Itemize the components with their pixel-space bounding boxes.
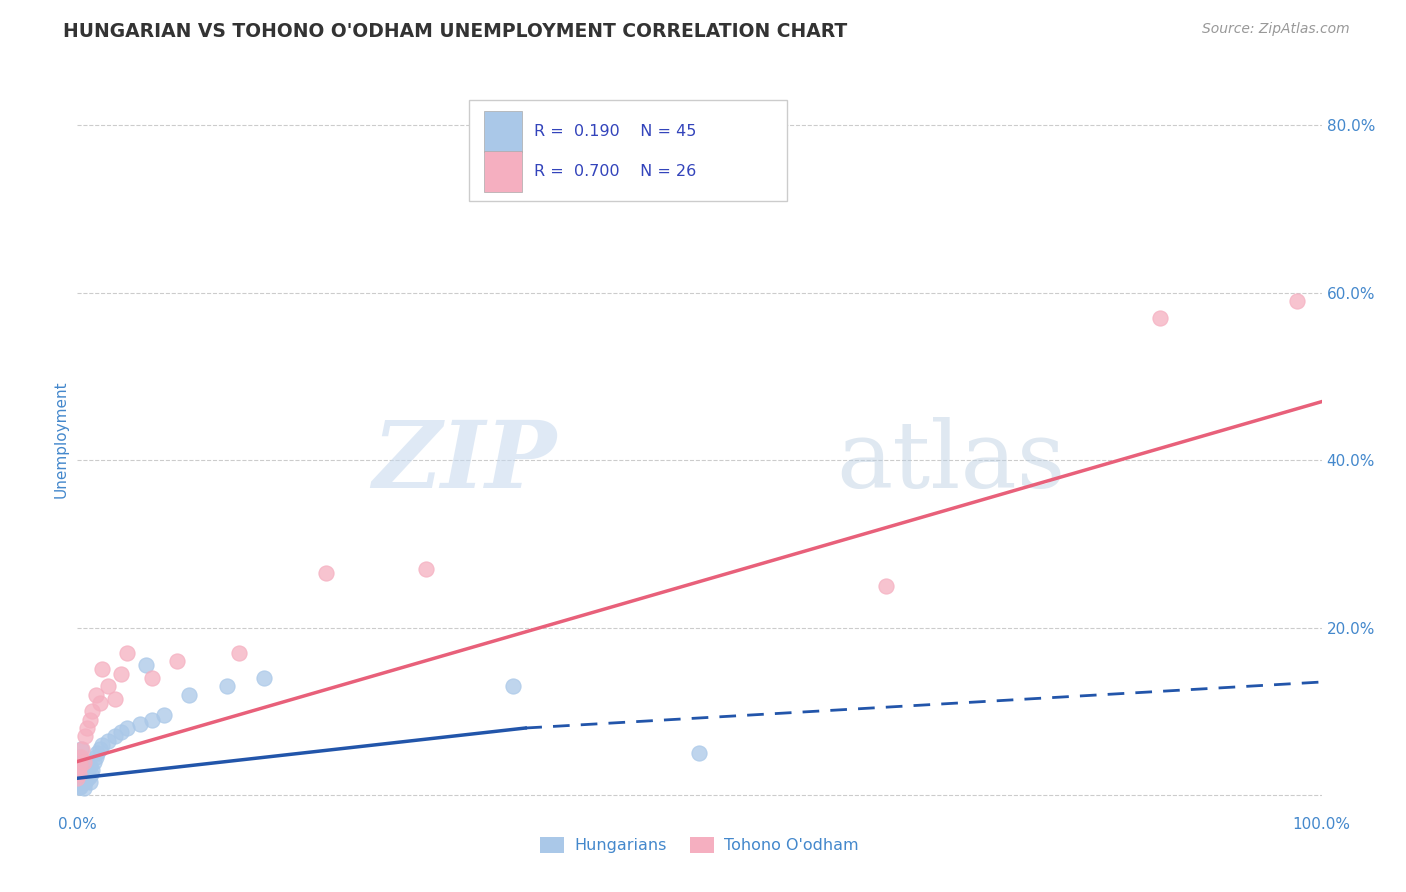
Point — [215, 679, 238, 693]
Point — [1149, 310, 1171, 325]
Point — [80, 767, 103, 781]
Point — [72, 742, 94, 756]
Text: atlas: atlas — [837, 417, 1066, 507]
Point — [72, 755, 94, 769]
Point — [69, 767, 91, 781]
Point — [76, 767, 98, 781]
Point — [69, 755, 91, 769]
Point — [84, 688, 107, 702]
Point — [73, 730, 96, 744]
Point — [97, 679, 120, 693]
Point — [89, 742, 111, 756]
Text: R =  0.190    N = 45: R = 0.190 N = 45 — [534, 124, 696, 139]
Point — [75, 772, 97, 787]
Point — [91, 738, 114, 752]
Point — [166, 654, 188, 668]
Point — [82, 763, 104, 777]
Point — [72, 781, 94, 796]
Point — [141, 671, 163, 685]
Point — [84, 750, 107, 764]
Point — [179, 688, 201, 702]
Point — [75, 763, 97, 777]
Point — [875, 579, 897, 593]
Point — [66, 771, 89, 785]
Point — [228, 646, 250, 660]
Point — [79, 775, 101, 789]
Point — [689, 746, 711, 760]
Point — [104, 730, 127, 744]
Text: R =  0.700    N = 26: R = 0.700 N = 26 — [534, 163, 696, 178]
Point — [1285, 294, 1308, 309]
Point — [141, 713, 163, 727]
Point — [110, 725, 132, 739]
Point — [315, 566, 337, 581]
Point — [86, 746, 108, 760]
Point — [72, 755, 94, 769]
Point — [73, 775, 96, 789]
Point — [72, 758, 94, 772]
Point — [97, 733, 120, 747]
Point — [153, 708, 176, 723]
Point — [70, 742, 93, 756]
Text: ZIP: ZIP — [373, 417, 557, 507]
Point — [67, 780, 90, 794]
Point — [67, 767, 90, 781]
Point — [70, 750, 93, 764]
Point — [415, 562, 437, 576]
Y-axis label: Unemployment: Unemployment — [53, 381, 69, 498]
Point — [253, 671, 276, 685]
Point — [67, 771, 90, 785]
Point — [70, 775, 93, 789]
Point — [69, 758, 91, 772]
Point — [91, 663, 114, 677]
Point — [79, 713, 101, 727]
FancyBboxPatch shape — [484, 151, 522, 192]
Text: HUNGARIAN VS TOHONO O'ODHAM UNEMPLOYMENT CORRELATION CHART: HUNGARIAN VS TOHONO O'ODHAM UNEMPLOYMENT… — [63, 22, 848, 41]
Legend: Hungarians, Tohono O'odham: Hungarians, Tohono O'odham — [534, 830, 865, 860]
Point — [89, 696, 111, 710]
Point — [77, 770, 100, 784]
FancyBboxPatch shape — [484, 112, 522, 153]
Point — [72, 771, 94, 785]
Point — [83, 755, 105, 769]
Point — [70, 763, 93, 777]
Point — [69, 780, 91, 794]
Point — [76, 721, 98, 735]
Point — [502, 152, 524, 166]
Point — [502, 679, 524, 693]
Point — [79, 758, 101, 772]
Point — [110, 666, 132, 681]
Point — [115, 646, 138, 660]
Point — [67, 763, 90, 777]
Point — [115, 721, 138, 735]
Point — [66, 763, 89, 777]
Point — [128, 716, 150, 731]
Point — [72, 771, 94, 785]
FancyBboxPatch shape — [470, 101, 786, 201]
Point — [82, 704, 104, 718]
Text: Source: ZipAtlas.com: Source: ZipAtlas.com — [1202, 22, 1350, 37]
Point — [66, 771, 89, 785]
Point — [135, 658, 157, 673]
Point — [67, 750, 90, 764]
Point — [73, 758, 96, 772]
Point — [104, 691, 127, 706]
